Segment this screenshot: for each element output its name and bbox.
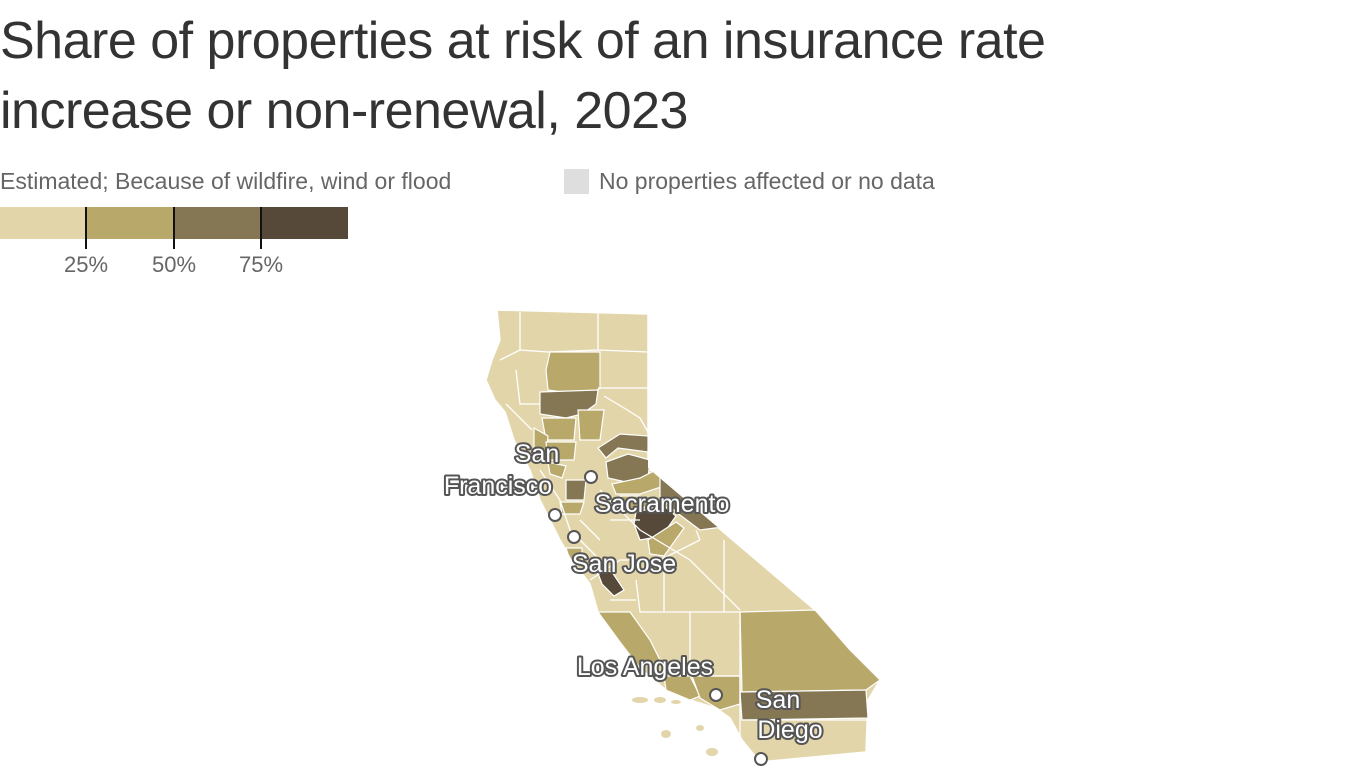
county-ventura [663, 675, 701, 701]
island [671, 700, 681, 704]
legend-label-75: 75% [238, 252, 284, 277]
legend-tick-50 [173, 207, 175, 249]
label-san-francisco-2: Francisco [444, 472, 552, 500]
legend-bin-2 [87, 207, 174, 239]
island [706, 748, 718, 756]
label-san-diego-1: San [756, 686, 800, 714]
label-los-angeles: Los Angeles [577, 653, 713, 681]
legend-tick-25 [85, 207, 87, 249]
border-line [597, 349, 649, 353]
county-lake [533, 426, 549, 459]
island [661, 730, 671, 738]
city-labels: San Francisco Sacramento San Jose Los An… [442, 438, 825, 746]
county-nevada [597, 433, 649, 459]
island [696, 725, 704, 731]
border-line [689, 612, 740, 677]
county-glenn [541, 417, 577, 441]
legend-color-bar [0, 207, 348, 239]
legend-tick-75 [260, 207, 262, 249]
legend-bin-1 [0, 207, 87, 239]
county-santa-clara-hills [595, 567, 625, 597]
county-yuba [577, 409, 605, 441]
marker-san-diego [754, 752, 768, 766]
legend-label-50: 50% [151, 252, 197, 277]
border-line [599, 489, 741, 611]
border-line [519, 312, 599, 353]
channel-islands [632, 697, 718, 756]
legend-bin-3 [174, 207, 261, 239]
border-line [579, 519, 601, 541]
border-line [505, 403, 533, 431]
marker-sacramento [584, 470, 598, 484]
county-tehama [545, 351, 601, 397]
legend-bin-4 [261, 207, 348, 239]
county-colusa [545, 441, 577, 461]
border-line [515, 369, 540, 405]
county-santa-barbara [596, 611, 661, 669]
island [654, 697, 666, 703]
border-line [539, 469, 601, 561]
marker-san-francisco [548, 508, 562, 522]
city-markers [548, 470, 768, 766]
county-solano [565, 479, 587, 501]
county-borders [499, 312, 868, 760]
legend-label-25: 25% [63, 252, 109, 277]
county-mariposa [647, 521, 685, 557]
border-line [589, 539, 701, 581]
label-sacramento: Sacramento [595, 490, 730, 518]
legend-description: Estimated; Because of wildfire, wind or … [0, 168, 452, 194]
border-line [635, 579, 740, 613]
marker-san-jose [567, 530, 581, 544]
border-line [603, 395, 649, 433]
page-title: Share of properties at risk of an insura… [0, 12, 1046, 140]
no-data-swatch [564, 169, 589, 194]
marker-los-angeles [709, 688, 723, 702]
no-data-label: No properties affected or no data [599, 168, 935, 194]
county-amador [618, 495, 652, 511]
label-san-diego-2: Diego [757, 716, 822, 744]
label-san-jose: San Jose [572, 550, 676, 578]
island [632, 697, 648, 703]
border-line [695, 529, 701, 541]
county-san-bernardino [739, 609, 880, 693]
county-napa [547, 461, 567, 479]
county-fills [533, 351, 880, 721]
legend-no-data: No properties affected or no data [564, 168, 935, 195]
label-san-francisco-1: San [515, 440, 559, 468]
county-contra-costa [559, 501, 585, 515]
